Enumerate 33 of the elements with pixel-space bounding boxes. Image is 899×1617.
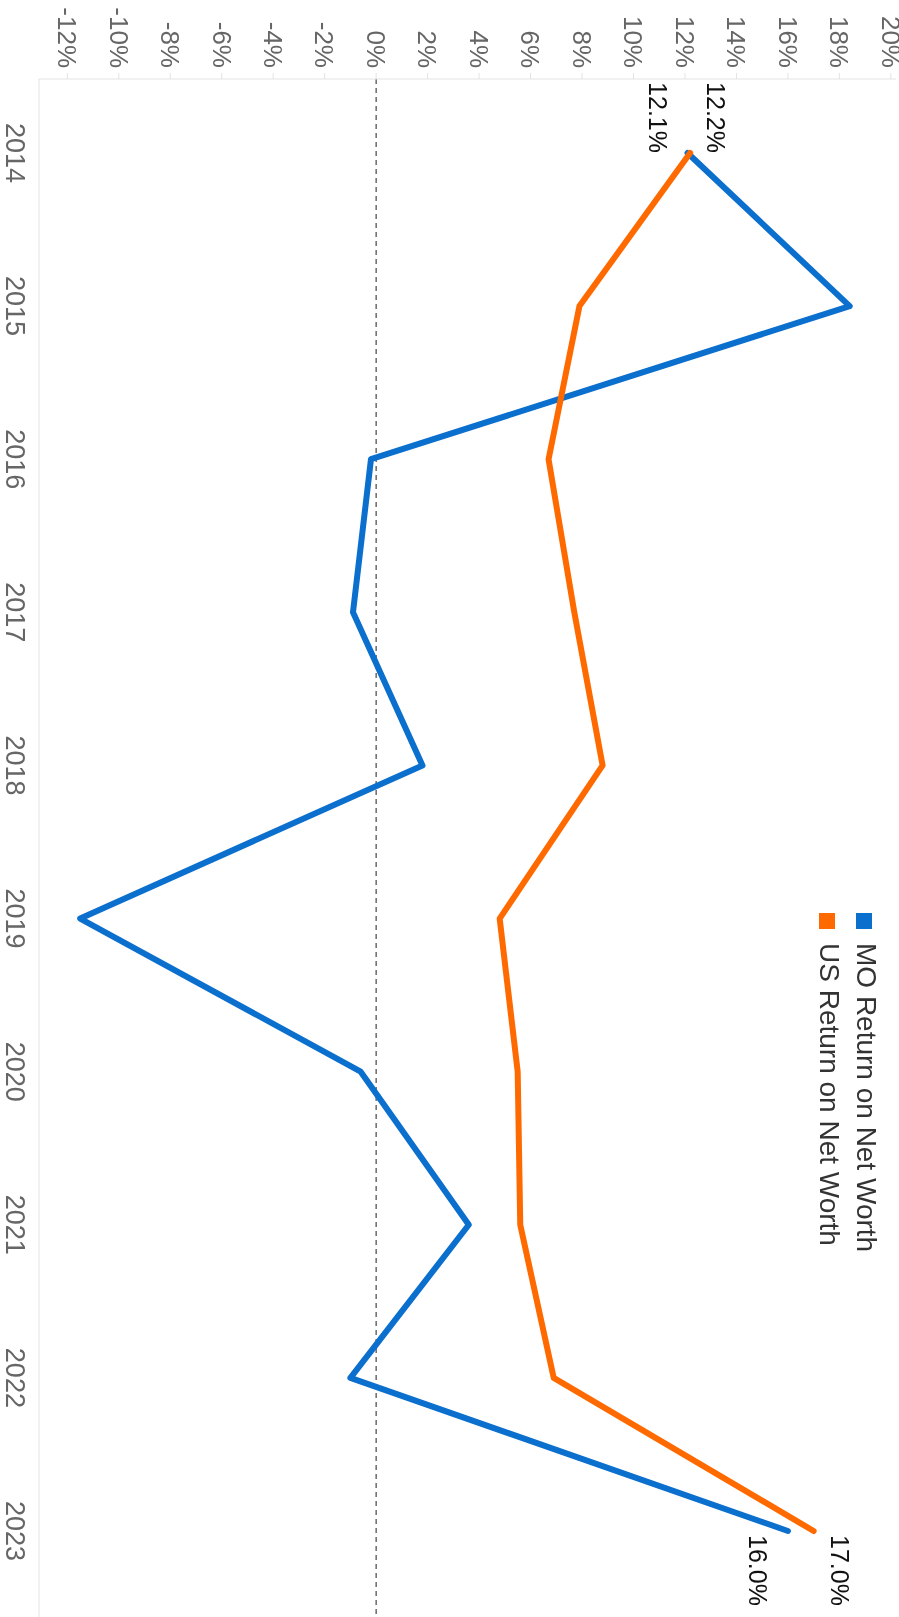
data-label: 16.0%	[743, 1535, 772, 1606]
legend-label: MO Return on Net Worth	[851, 943, 882, 1253]
x-tick-label: 6%	[515, 30, 546, 68]
y-tick-label: 2014	[0, 122, 30, 184]
y-tick-label: 2020	[0, 1041, 30, 1102]
x-tick-label: -6%	[206, 21, 237, 68]
x-tick-label: 18%	[824, 15, 855, 68]
data-label: 12.2%	[702, 82, 731, 153]
x-tick-label: 12%	[669, 15, 700, 68]
x-tick-label: -8%	[155, 21, 186, 68]
x-tick-label: 20%	[875, 15, 899, 68]
y-tick-label: 2023	[0, 1500, 30, 1562]
x-tick-label: 16%	[772, 15, 803, 68]
x-tick-label: 14%	[721, 15, 752, 68]
y-tick-label: 2022	[0, 1347, 30, 1408]
x-tick-label: 10%	[618, 15, 649, 68]
x-tick-label: -10%	[103, 7, 134, 68]
y-tick-label: 2015	[0, 276, 30, 337]
x-tick-label: 0%	[360, 30, 391, 68]
x-tick-label: -12%	[52, 7, 83, 68]
y-tick-label: 2021	[0, 1194, 30, 1255]
x-tick-label: 4%	[463, 30, 494, 68]
x-tick-label: -4%	[257, 21, 288, 68]
y-tick-label: 2017	[0, 582, 30, 643]
x-tick-label: 2%	[412, 30, 443, 68]
data-label: 12.1%	[643, 82, 672, 153]
x-tick-label: -2%	[309, 21, 340, 68]
data-label: 17.0%	[825, 1535, 854, 1606]
y-tick-label: 2019	[0, 888, 30, 949]
y-tick-label: 2018	[0, 735, 30, 796]
legend-label: US Return on Net Worth	[814, 943, 845, 1246]
x-tick-label: 8%	[566, 30, 597, 68]
y-tick-label: 2016	[0, 429, 30, 490]
